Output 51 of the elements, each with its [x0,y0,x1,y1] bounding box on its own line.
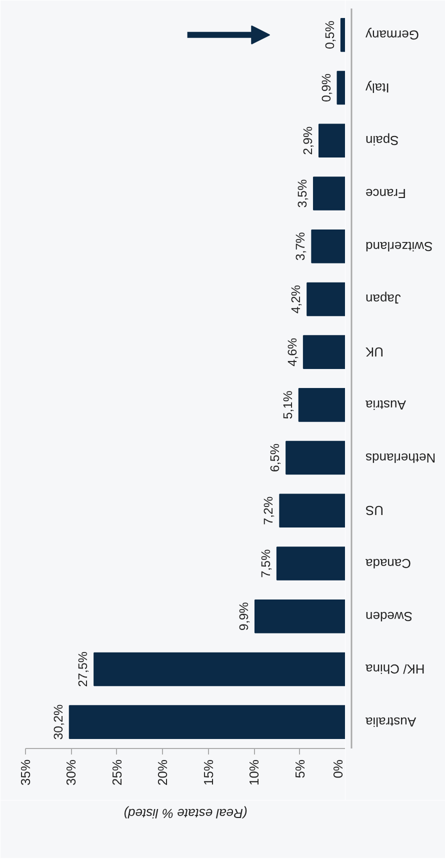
y-tick-label: HK/ China [364,662,425,677]
data-label: 3,5% [296,179,310,208]
y-tick-label: Canada [364,556,412,571]
x-tick-label: 25% [109,759,124,786]
data-label: 3,7% [294,232,308,261]
y-tick-label: Italy [365,80,390,96]
data-label: 5,1% [280,390,295,420]
bar [340,18,345,52]
bar [286,440,345,475]
y-tick-label: Spain [366,133,399,148]
data-label: 2,9% [300,126,315,155]
data-label: 4,6% [285,338,300,366]
data-label: 0,9% [319,74,334,102]
x-tick-label: 10% [246,759,262,786]
data-label: 30,2% [51,704,66,740]
data-label: 0,5% [322,20,337,50]
data-label: 6,5% [268,444,282,472]
data-label: 7,2% [262,496,276,525]
x-tick-label: 35% [18,759,33,786]
bar [336,70,345,105]
y-tick-label: Germany [365,27,419,42]
bar [254,599,345,634]
bar [276,546,345,580]
x-tick-label: 20% [155,759,170,786]
x-tick-label: 0% [330,759,346,778]
bar [68,705,345,739]
bar [94,652,345,686]
bar [302,335,345,369]
x-tick-label: 5% [292,759,308,778]
x-axis-title: (Real estate % listed) [124,806,248,821]
data-label: 27,5% [76,651,90,687]
data-label: 7,5% [258,549,273,578]
bar [318,124,345,158]
y-tick-label: Switzerland [365,238,433,254]
bar [298,388,345,422]
y-tick-label: Netherlands [365,450,436,466]
bar [279,494,345,528]
x-tick-label: 30% [64,759,79,786]
data-label: 9,9% [236,602,251,631]
data-label: 4,2% [289,284,304,314]
y-tick-label: UK [365,344,384,360]
y-tick-label: France [365,186,406,201]
x-tick-label: 15% [200,759,216,786]
y-tick-label: US [365,503,384,518]
bar [311,229,345,264]
y-tick-label: Sweden [365,608,412,624]
y-tick-label: Japan [366,292,401,307]
y-tick-label: Austria [364,397,406,412]
y-tick-label: Australia [364,714,416,730]
bar [306,282,345,316]
bar [313,176,345,210]
